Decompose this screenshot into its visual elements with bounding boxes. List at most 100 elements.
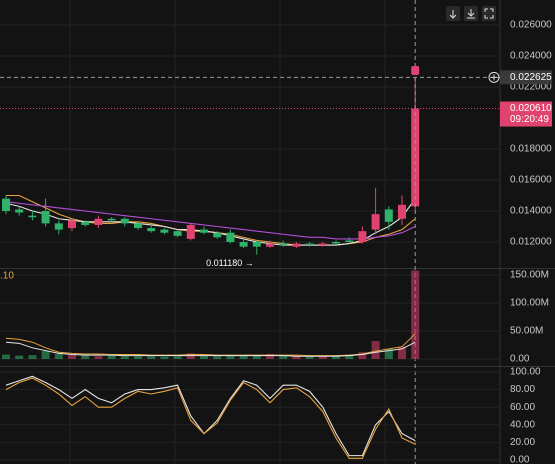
- candle-body: [15, 209, 24, 213]
- y-tick-label: 0.00: [510, 455, 530, 464]
- volume-bar: [68, 355, 76, 360]
- y-tick-label: 40.00: [510, 419, 535, 430]
- y-tick-label: 0.026000: [510, 20, 552, 31]
- volume-bar: [358, 352, 367, 360]
- indicator-label: .10: [0, 271, 14, 282]
- candle-body: [94, 218, 103, 225]
- volume-bar: [226, 355, 235, 360]
- countdown-label: 09:20:49: [510, 114, 549, 125]
- last-price-label: 0.020610: [510, 103, 552, 114]
- icon: [449, 10, 457, 19]
- icon: [467, 9, 475, 19]
- candle-body: [81, 221, 90, 225]
- volume-bar: [54, 353, 63, 360]
- y-tick-label: 20.00: [510, 437, 535, 448]
- candle-body: [107, 218, 116, 221]
- last-price-box: [500, 101, 552, 127]
- volume-bar: [345, 354, 354, 360]
- candle-body: [318, 243, 327, 246]
- candle-body: [68, 220, 76, 229]
- candle-body: [239, 242, 248, 247]
- volume-bar: [332, 355, 340, 360]
- volume-bar: [28, 355, 37, 360]
- fullscreen-button[interactable]: [482, 6, 496, 21]
- y-tick-label: 60.00: [510, 402, 535, 413]
- y-tick-label: 0.018000: [510, 144, 552, 155]
- candle-body: [371, 214, 380, 230]
- candle-body: [266, 243, 274, 247]
- volume-bar: [384, 348, 393, 360]
- candle-body: [305, 243, 314, 246]
- y-tick-label: 0.014000: [510, 206, 552, 217]
- line: [5, 333, 416, 357]
- icon: [484, 8, 494, 19]
- candle-body: [134, 223, 142, 229]
- crosshair-add-button[interactable]: [488, 71, 500, 83]
- volume-bar: [160, 356, 169, 360]
- toolbar: [446, 6, 496, 21]
- candle-body: [332, 242, 340, 244]
- candle-body: [226, 232, 235, 243]
- candle-body: [2, 198, 10, 212]
- volume-bar: [398, 346, 406, 360]
- line: [5, 377, 416, 459]
- candle-body: [398, 204, 406, 219]
- candle-body: [345, 240, 354, 243]
- candle-body: [160, 229, 169, 233]
- crosshair-marker: [411, 66, 420, 75]
- line: [5, 375, 416, 457]
- crosshair-label-box: [500, 70, 552, 85]
- volume-bar: [371, 341, 380, 360]
- crosshair-label: 0.022625: [510, 72, 552, 83]
- volume-bar: [134, 356, 142, 360]
- candle-body: [384, 209, 393, 222]
- line: [5, 201, 416, 240]
- volume-bar: [15, 355, 24, 360]
- candle-body: [200, 229, 208, 233]
- volume-bar: [305, 356, 314, 360]
- volume-bar: [2, 354, 10, 360]
- y-tick-label: 0.00: [510, 354, 530, 365]
- volume-bar: [147, 356, 156, 360]
- y-tick-label: 100.00M: [510, 298, 549, 309]
- y-tick-label: 0.012000: [510, 237, 552, 248]
- y-tick-label: 100.00: [510, 367, 541, 378]
- volume-bar: [173, 356, 182, 360]
- volume-bar: [107, 355, 116, 360]
- volume-bar: [279, 355, 288, 360]
- volume-bar: [292, 356, 301, 360]
- volume-bar: [318, 356, 327, 360]
- volume-bar: [213, 356, 222, 360]
- candle-body: [147, 228, 156, 232]
- candle-body: [292, 243, 301, 247]
- volume-bar: [411, 270, 420, 360]
- candle-body: [279, 243, 288, 246]
- volume-bar: [200, 355, 208, 360]
- y-tick-label: 80.00: [510, 384, 535, 395]
- volume-bar: [252, 355, 261, 360]
- volume-bar: [81, 355, 90, 360]
- candle-body: [54, 223, 63, 230]
- icon: [491, 74, 497, 81]
- candle-body: [41, 211, 50, 224]
- line: [5, 341, 416, 357]
- low-annotation: 0.011180 →: [206, 258, 254, 268]
- y-tick-label: 150.00M: [510, 270, 549, 281]
- candle-body: [213, 232, 222, 238]
- y-tick-label: 0.016000: [510, 175, 552, 186]
- y-tick-label: 0.022000: [510, 82, 552, 93]
- volume-bar: [186, 353, 195, 360]
- volume-bar: [266, 353, 274, 360]
- volume-bar: [120, 356, 129, 360]
- candle-body: [173, 231, 182, 236]
- candle-body: [358, 231, 367, 243]
- volume-bar: [239, 355, 248, 360]
- y-tick-label: 0.024000: [510, 51, 552, 62]
- candle-body: [186, 224, 195, 239]
- y-tick-label: 50.00M: [510, 326, 543, 337]
- volume-bar: [41, 351, 50, 360]
- candle-body: [252, 242, 261, 247]
